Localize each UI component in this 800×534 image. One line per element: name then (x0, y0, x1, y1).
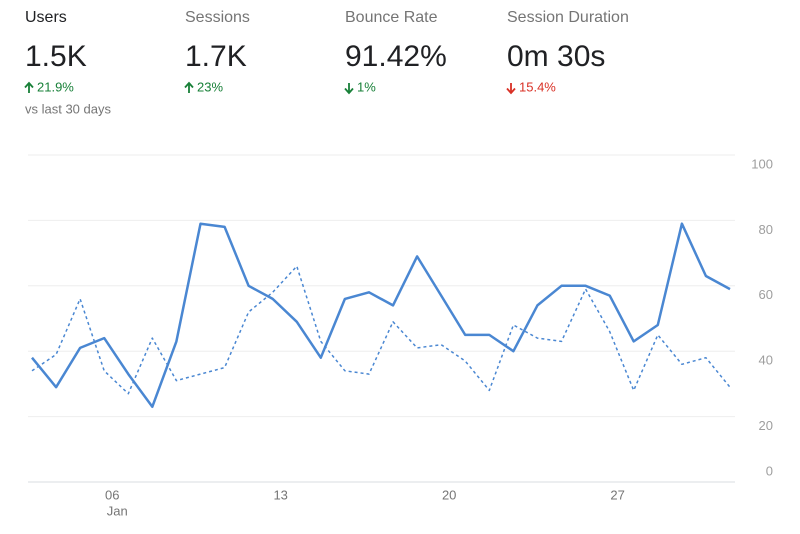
y-tick-label: 100 (751, 156, 773, 171)
metric-label: Sessions (185, 9, 250, 26)
comparison-line (31, 265, 731, 395)
metric-change: 23% (197, 79, 223, 94)
y-tick-label: 60 (759, 287, 773, 302)
metric-value: 1.5K (25, 40, 87, 73)
metric-value: 91.42% (345, 40, 447, 73)
y-tick-label: 20 (759, 418, 773, 433)
x-tick-label: 13 (273, 487, 287, 502)
x-tick-label: 06 (105, 487, 119, 502)
arrow-up (184, 81, 194, 93)
comparison-note: vs last 30 days (25, 101, 111, 116)
x-sublabel: Jan (107, 503, 128, 518)
series-line (31, 222, 731, 409)
x-tick-label: 27 (610, 487, 624, 502)
metric-change: 21.9% (37, 79, 74, 94)
arrow-down (506, 83, 516, 95)
metric-value: 1.7K (185, 40, 247, 73)
y-tick-label: 0 (766, 463, 773, 478)
metric-change: 15.4% (519, 79, 556, 94)
x-tick-label: 20 (442, 487, 456, 502)
metric-change: 1% (357, 79, 376, 94)
metric-label: Session Duration (507, 9, 629, 26)
metric-value: 0m 30s (507, 40, 605, 73)
y-tick-label: 80 (759, 222, 773, 237)
metric-label: Users (25, 9, 67, 26)
metric-label: Bounce Rate (345, 9, 438, 26)
y-tick-label: 40 (759, 353, 773, 368)
arrow-down (344, 83, 354, 95)
arrow-up (24, 81, 34, 93)
